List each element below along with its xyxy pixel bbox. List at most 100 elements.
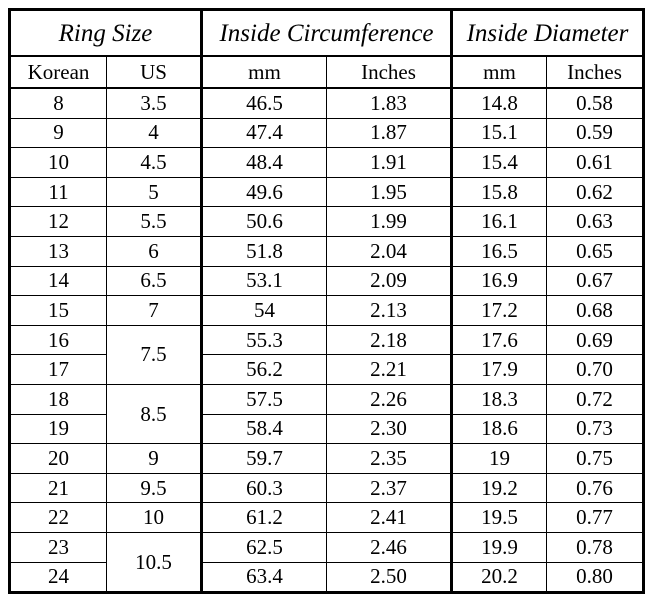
us-size: 9.5 [106,472,203,504]
diameter-mm: 18.6 [451,413,547,445]
circumference-inches: 2.41 [326,502,453,533]
column-header: US [106,55,203,89]
circumference-inches: 2.37 [326,472,453,504]
table-row: 19 58.4 2.30 18.6 0.73 [9,413,644,445]
diameter-mm: 15.8 [451,176,547,208]
circumference-mm: 46.5 [201,87,327,119]
us-size: 4 [106,117,203,149]
diameter-mm: 18.3 [451,383,547,415]
us-size: 7.5 [106,324,203,385]
table-row: 8 3.5 46.5 1.83 14.8 0.58 [9,87,644,119]
us-size: 6.5 [106,265,203,297]
korean-size: 8 [9,87,107,119]
diameter-mm: 19 [451,443,547,474]
diameter-inches: 0.80 [546,561,644,594]
korean-size: 15 [9,295,107,326]
table-row: 22 10 61.2 2.41 19.5 0.77 [9,502,644,533]
table-row: 20 9 59.7 2.35 19 0.75 [9,443,644,474]
diameter-inches: 0.62 [546,176,644,208]
column-header: Inches [326,55,453,89]
korean-size: 22 [9,502,107,533]
circumference-inches: 2.13 [326,295,453,326]
table-row: 17 56.2 2.21 17.9 0.70 [9,354,644,385]
korean-size: 24 [9,561,107,594]
table-row: 16 7.5 55.3 2.18 17.6 0.69 [9,324,644,385]
us-size: 3.5 [106,87,203,119]
us-size: 6 [106,235,203,267]
korean-size: 12 [9,206,107,237]
table-row: 24 63.4 2.50 20.2 0.80 [9,561,644,594]
us-size: 5.5 [106,206,203,237]
diameter-mm: 15.1 [451,117,547,149]
circumference-inches: 2.35 [326,443,453,474]
diameter-inches: 0.68 [546,295,644,326]
column-header: Inches [546,55,644,89]
korean-size: 16 [9,324,107,356]
circumference-inches: 1.83 [326,87,453,119]
us-size: 9 [106,443,203,474]
circumference-inches: 2.21 [326,354,453,385]
korean-size: 11 [9,176,107,208]
korean-size: 21 [9,472,107,504]
circumference-mm: 57.5 [201,383,327,415]
column-header: mm [451,55,547,89]
diameter-inches: 0.63 [546,206,644,237]
circumference-mm: 47.4 [201,117,327,149]
korean-size: 17 [9,354,107,385]
korean-size: 10 [9,147,107,178]
diameter-inches: 0.58 [546,87,644,119]
diameter-inches: 0.78 [546,531,644,563]
column-header: Korean [9,55,107,89]
group-header: Ring Size [9,9,203,57]
column-header-row: Korean US mm Inches mm Inches [9,55,644,89]
diameter-inches: 0.73 [546,413,644,445]
table-row: 11 5 49.6 1.95 15.8 0.62 [9,176,644,208]
circumference-inches: 2.50 [326,561,453,594]
circumference-mm: 49.6 [201,176,327,208]
diameter-inches: 0.65 [546,235,644,267]
circumference-inches: 1.99 [326,206,453,237]
diameter-inches: 0.77 [546,502,644,533]
diameter-mm: 19.9 [451,531,547,563]
diameter-mm: 16.1 [451,206,547,237]
circumference-mm: 54 [201,295,327,326]
us-size: 5 [106,176,203,208]
diameter-mm: 20.2 [451,561,547,594]
table-row: 10 4.5 48.4 1.91 15.4 0.61 [9,147,644,178]
diameter-inches: 0.75 [546,443,644,474]
diameter-inches: 0.76 [546,472,644,504]
us-size: 10 [106,502,203,533]
circumference-inches: 2.09 [326,265,453,297]
circumference-mm: 62.5 [201,531,327,563]
table-row: 18 8.5 57.5 2.26 18.3 0.72 [9,383,644,445]
circumference-inches: 2.26 [326,383,453,415]
diameter-inches: 0.61 [546,147,644,178]
diameter-mm: 16.9 [451,265,547,297]
circumference-mm: 56.2 [201,354,327,385]
circumference-mm: 48.4 [201,147,327,178]
korean-size: 20 [9,443,107,474]
diameter-mm: 17.2 [451,295,547,326]
diameter-inches: 0.72 [546,383,644,415]
diameter-mm: 15.4 [451,147,547,178]
diameter-inches: 0.67 [546,265,644,297]
circumference-inches: 1.91 [326,147,453,178]
diameter-inches: 0.69 [546,324,644,356]
korean-size: 14 [9,265,107,297]
column-header: mm [201,55,327,89]
circumference-inches: 1.87 [326,117,453,149]
korean-size: 13 [9,235,107,267]
table-row: 21 9.5 60.3 2.37 19.2 0.76 [9,472,644,504]
us-size: 10.5 [106,531,203,594]
diameter-inches: 0.59 [546,117,644,149]
korean-size: 9 [9,117,107,149]
table-row: 12 5.5 50.6 1.99 16.1 0.63 [9,206,644,237]
table-body: 8 3.5 46.5 1.83 14.8 0.58 9 4 47.4 1.87 15.1 0.59 10… [9,87,644,594]
circumference-mm: 58.4 [201,413,327,445]
group-header: Inside Circumference [201,9,453,57]
table-row: 13 6 51.8 2.04 16.5 0.65 [9,235,644,267]
circumference-mm: 63.4 [201,561,327,594]
ring-size-table: Ring Size Inside Circumference Inside Di… [8,8,645,595]
diameter-mm: 17.6 [451,324,547,356]
